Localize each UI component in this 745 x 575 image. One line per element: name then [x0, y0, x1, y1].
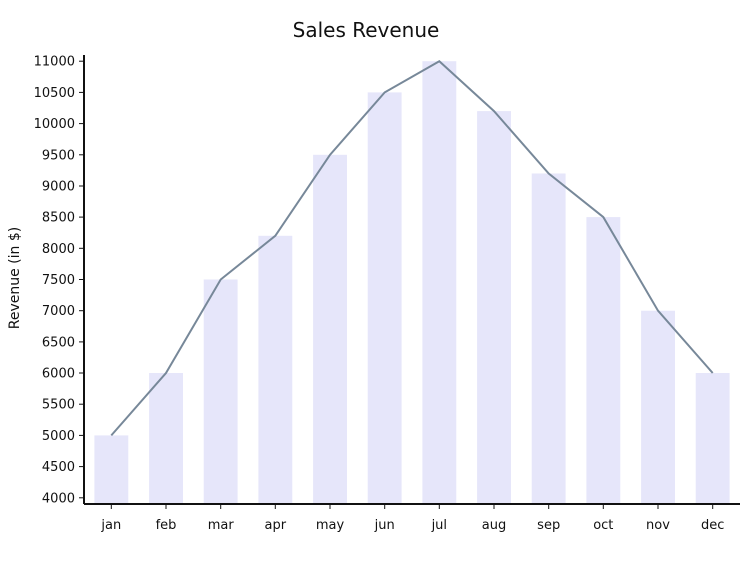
y-tick-label: 5000: [42, 429, 75, 444]
x-tick-label-nov: nov: [646, 518, 670, 533]
bar-feb: [149, 373, 183, 504]
y-tick-label: 6500: [42, 335, 75, 350]
x-tick-label-mar: mar: [208, 518, 235, 533]
y-tick-label: 8000: [42, 242, 75, 257]
bar-sep: [531, 173, 566, 504]
x-tick-label-apr: apr: [265, 518, 287, 533]
x-tick-label-jan: jan: [100, 518, 121, 533]
bars-group: [94, 61, 730, 505]
bar-oct: [586, 217, 621, 504]
bar-may: [313, 154, 347, 505]
y-tick-label: 10000: [34, 117, 75, 132]
x-tick-label-may: may: [316, 518, 345, 533]
y-tick-label: 9500: [42, 148, 75, 163]
y-tick-label: 8500: [42, 211, 75, 226]
y-tick-label: 11000: [34, 55, 75, 70]
revenue-line: [110, 59, 714, 437]
x-tick-label-sep: sep: [537, 518, 560, 533]
x-tick-label-oct: oct: [593, 518, 613, 533]
bar-dec: [695, 373, 730, 504]
bar-jul: [422, 61, 457, 504]
bar-apr: [258, 235, 293, 505]
chart-title: Sales Revenue: [293, 18, 440, 42]
y-tick-label: 7500: [42, 273, 75, 288]
bar-aug: [477, 111, 511, 504]
x-tick-label-dec: dec: [701, 518, 724, 533]
bar-jun: [367, 92, 402, 505]
line-series-group: [110, 59, 714, 437]
x-tick-label-jun: jun: [374, 518, 395, 533]
x-tick-label-jul: jul: [431, 518, 447, 533]
y-tick-label: 5500: [42, 398, 75, 413]
bar-jan: [94, 435, 129, 504]
y-tick-label: 6000: [42, 367, 75, 382]
y-tick-label: 9000: [42, 180, 75, 195]
bar-nov: [641, 310, 675, 504]
x-tick-label-aug: aug: [482, 518, 506, 533]
x-axis: jan feb mar apr may jun jul aug sep oct nov dec: [84, 503, 740, 533]
bar-mar: [203, 279, 238, 504]
y-tick-label: 7000: [42, 304, 75, 319]
y-tick-label: 4500: [42, 460, 75, 475]
y-tick-label: 10500: [34, 86, 75, 101]
y-axis-label: Revenue (in $): [7, 227, 23, 329]
y-axis: 4000 4500 5000 5500 6000 6500 7000 7500 8000 8500…: [34, 55, 85, 506]
x-tick-label-feb: feb: [156, 518, 177, 533]
y-tick-label: 4000: [42, 491, 75, 506]
